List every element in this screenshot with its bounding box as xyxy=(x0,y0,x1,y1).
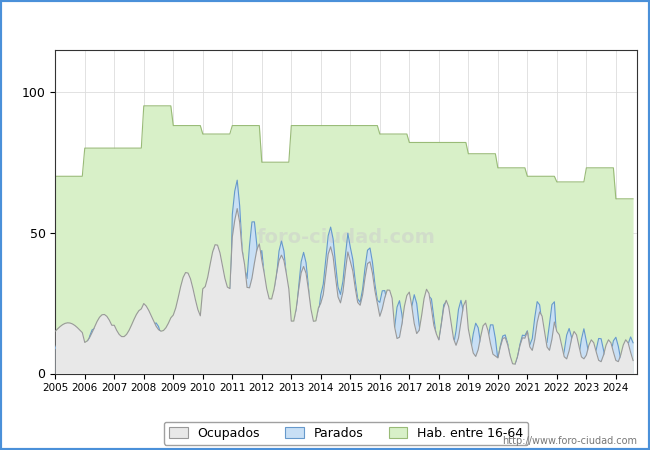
Text: Castrillo de Cabrera - Evolucion de la poblacion en edad de Trabajar Agosto de 2: Castrillo de Cabrera - Evolucion de la p… xyxy=(60,14,590,27)
Text: foro-ciudad.com: foro-ciudad.com xyxy=(257,228,436,247)
Text: http://www.foro-ciudad.com: http://www.foro-ciudad.com xyxy=(502,436,637,446)
Legend: Ocupados, Parados, Hab. entre 16-64: Ocupados, Parados, Hab. entre 16-64 xyxy=(164,422,528,445)
